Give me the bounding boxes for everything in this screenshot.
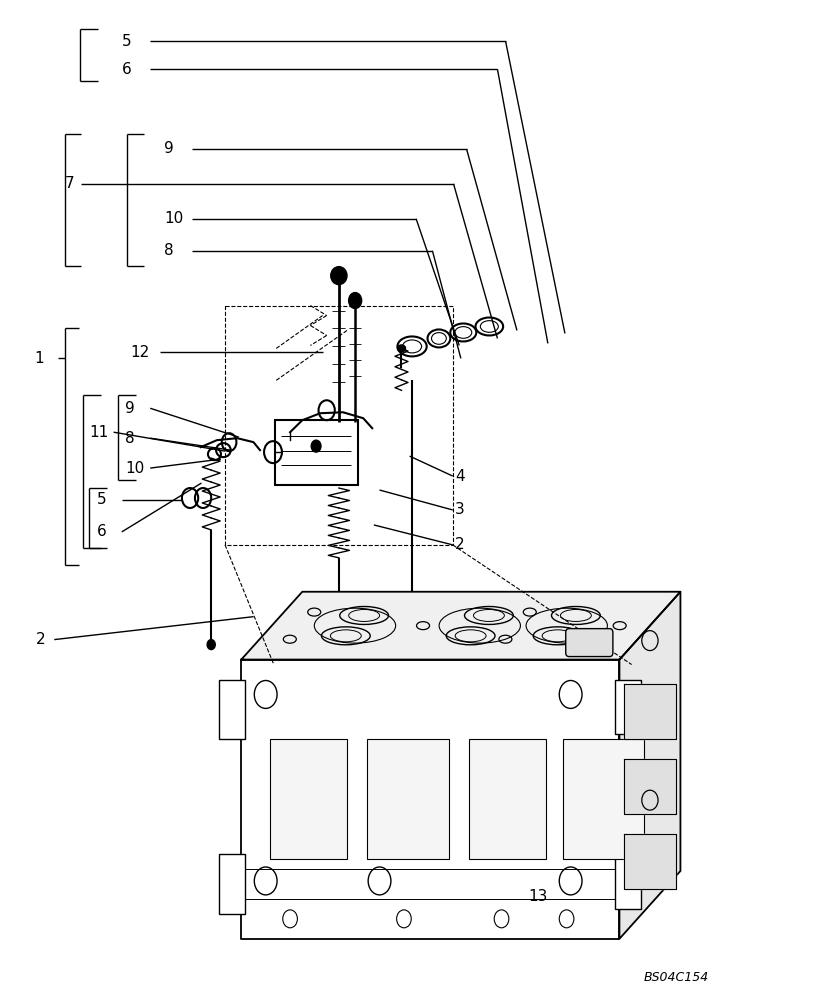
Text: 3: 3 bbox=[455, 502, 465, 517]
Text: 9: 9 bbox=[125, 401, 135, 416]
FancyBboxPatch shape bbox=[270, 739, 347, 859]
Polygon shape bbox=[619, 592, 681, 939]
FancyBboxPatch shape bbox=[219, 680, 245, 739]
Text: 9: 9 bbox=[164, 141, 174, 156]
FancyBboxPatch shape bbox=[367, 739, 449, 859]
Polygon shape bbox=[623, 759, 676, 814]
FancyBboxPatch shape bbox=[615, 680, 641, 734]
FancyBboxPatch shape bbox=[615, 854, 641, 909]
Text: 8: 8 bbox=[164, 243, 174, 258]
Text: 8: 8 bbox=[125, 431, 135, 446]
Text: 4: 4 bbox=[455, 469, 465, 484]
Polygon shape bbox=[623, 684, 676, 739]
FancyBboxPatch shape bbox=[469, 739, 546, 859]
Text: 10: 10 bbox=[125, 461, 144, 476]
FancyBboxPatch shape bbox=[275, 420, 357, 485]
Polygon shape bbox=[242, 592, 681, 660]
Text: 5: 5 bbox=[122, 34, 131, 49]
Text: 6: 6 bbox=[122, 62, 131, 77]
FancyBboxPatch shape bbox=[219, 854, 245, 914]
Text: 12: 12 bbox=[130, 345, 149, 360]
Text: 11: 11 bbox=[89, 425, 109, 440]
FancyBboxPatch shape bbox=[562, 739, 644, 859]
Circle shape bbox=[207, 640, 215, 650]
Text: 1: 1 bbox=[34, 351, 43, 366]
Ellipse shape bbox=[330, 267, 347, 285]
Text: BS04C154: BS04C154 bbox=[644, 971, 709, 984]
Text: 10: 10 bbox=[164, 211, 184, 226]
Ellipse shape bbox=[348, 293, 361, 309]
Text: 5: 5 bbox=[97, 492, 107, 508]
Text: 2: 2 bbox=[36, 632, 45, 647]
Ellipse shape bbox=[397, 345, 406, 352]
Text: 7: 7 bbox=[64, 176, 74, 191]
Circle shape bbox=[311, 440, 321, 452]
Circle shape bbox=[408, 597, 416, 607]
Circle shape bbox=[335, 660, 343, 670]
Polygon shape bbox=[242, 660, 619, 939]
Text: 2: 2 bbox=[455, 537, 465, 552]
Polygon shape bbox=[623, 834, 676, 889]
Text: 6: 6 bbox=[97, 524, 107, 539]
FancyBboxPatch shape bbox=[565, 629, 613, 657]
Text: 13: 13 bbox=[528, 889, 548, 904]
